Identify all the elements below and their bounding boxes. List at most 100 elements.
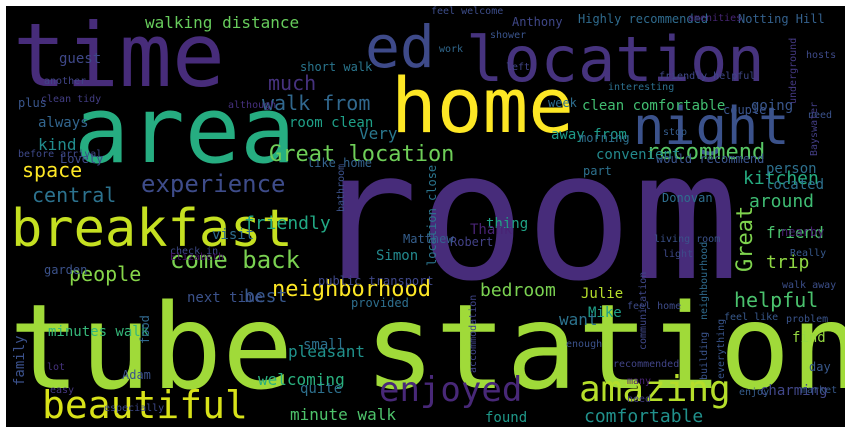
word-underground: underground — [788, 38, 799, 104]
word-robert: Robert — [450, 235, 493, 249]
word-stop: stop — [663, 127, 687, 138]
word-day: day — [809, 360, 831, 374]
word-walk-from: walk from — [262, 91, 370, 115]
word-small: small — [303, 337, 345, 353]
word-enjoyed: enjoyed — [379, 370, 522, 410]
word-notting-hill: Notting Hill — [738, 12, 825, 26]
word-building: building — [699, 332, 710, 380]
word-especially: especially — [104, 403, 164, 414]
word-minutes-walk: minutes walk — [48, 324, 150, 340]
word-home: home — [391, 61, 574, 150]
word-morning: morning — [579, 131, 630, 145]
word-week: week — [548, 96, 578, 110]
word-friendly-helpful: friendly helpful — [659, 71, 755, 82]
word-time: time — [13, 6, 225, 107]
word-really: Really — [790, 248, 826, 259]
word-breakfast: breakfast — [11, 199, 293, 259]
word-work: work — [439, 44, 463, 55]
word-cloud-canvas: room tube station area time home location brea… — [6, 6, 845, 427]
word-thing: thing — [486, 216, 528, 232]
word-welcoming: welcoming — [258, 370, 345, 389]
word-pleasant: pleasant — [288, 342, 365, 361]
word-neighbourhood: neighbourhood — [699, 242, 710, 320]
word-recommend: recommend — [646, 140, 765, 165]
word-walking-distance: walking distance — [145, 13, 299, 32]
word-although: although — [228, 100, 276, 111]
word-very: Very — [359, 124, 398, 143]
word-shower: shower — [490, 30, 526, 41]
word-room-clean: room clean — [289, 115, 373, 131]
word-simon: Simon — [376, 248, 418, 264]
word-interesting: interesting — [608, 82, 674, 93]
word-away-from: away from — [551, 127, 627, 143]
word-going: going — [751, 98, 793, 114]
word-highly-recommended: Highly recommended — [578, 12, 708, 26]
word-check-in: check in — [170, 246, 218, 257]
word-problem: problem — [786, 314, 828, 325]
word-convenient: convenient — [596, 147, 680, 163]
word-located: located — [765, 177, 824, 193]
word-found: found — [485, 410, 527, 426]
word-nearby: nearby — [781, 225, 824, 239]
word-person: person — [766, 161, 817, 177]
word-much: much — [268, 71, 316, 95]
word-kitchen: kitchen — [743, 168, 819, 189]
word-like-home: like home — [307, 156, 372, 170]
word-helpful: helpful — [734, 288, 818, 312]
word-walk-away: walk away — [782, 280, 836, 291]
word-easy: easy — [50, 385, 74, 396]
word-food: food — [138, 315, 152, 344]
word-location-close: location close — [425, 165, 439, 266]
word-communication: communication — [638, 272, 649, 350]
word-space: space — [22, 158, 82, 182]
word-adam: Adam — [122, 368, 151, 382]
word-best: best — [244, 286, 287, 307]
word-around: around — [749, 191, 814, 212]
word-bayswater: Bayswater — [809, 102, 820, 156]
word-night: night — [633, 97, 790, 157]
word-bathroom: bathroom — [336, 164, 347, 212]
word-feel-welcome: feel welcome — [431, 6, 503, 17]
word-area: area — [74, 77, 296, 184]
word-another: another — [44, 76, 86, 87]
word-before-arrival: before arrival — [18, 149, 102, 160]
word-need: need — [627, 394, 651, 405]
word-anthony: Anthony — [512, 15, 563, 29]
word-neighborhood: neighborhood — [272, 277, 431, 302]
word-would-recommend: would recommend — [656, 152, 764, 166]
word-come-back: come back — [170, 246, 301, 274]
word-feel-like: feel like — [724, 312, 778, 323]
word-light: light — [663, 249, 693, 260]
word-hosts: hosts — [806, 50, 836, 61]
word-location: location — [466, 23, 765, 96]
word-friendly: friendly — [244, 213, 331, 234]
word-couple: couple — [723, 103, 766, 117]
word-julie: Julie — [581, 286, 623, 302]
word-elizabeth: Elizabeth — [170, 252, 224, 263]
word-quite: quite — [300, 381, 342, 397]
word-left: left — [506, 62, 530, 73]
word-matthew: Matthew — [403, 232, 454, 246]
word-short-walk: short walk — [300, 60, 373, 74]
word-room: room — [311, 113, 740, 320]
word-living-room: living room — [654, 234, 720, 245]
word-next-time: next time — [187, 290, 263, 306]
word-mike: Mike — [588, 305, 622, 321]
word-trip: trip — [766, 252, 809, 273]
word-clean-comfortable: clean comfortable — [582, 98, 725, 114]
word-amazing: amazing — [579, 369, 731, 410]
word-lot: lot — [47, 362, 65, 373]
word-part: part — [583, 164, 612, 178]
word-great-location: Great location — [269, 142, 454, 167]
word-bedroom: bedroom — [480, 280, 556, 301]
word-great: Great — [733, 206, 758, 272]
word-want: want — [559, 310, 598, 329]
word-enjoy: enjoy — [739, 387, 769, 398]
word-garden: garden — [44, 263, 87, 277]
word-thank: Thank — [470, 222, 513, 238]
word-tube-station: tube station — [9, 278, 845, 416]
word-cloud-background — [6, 6, 845, 427]
